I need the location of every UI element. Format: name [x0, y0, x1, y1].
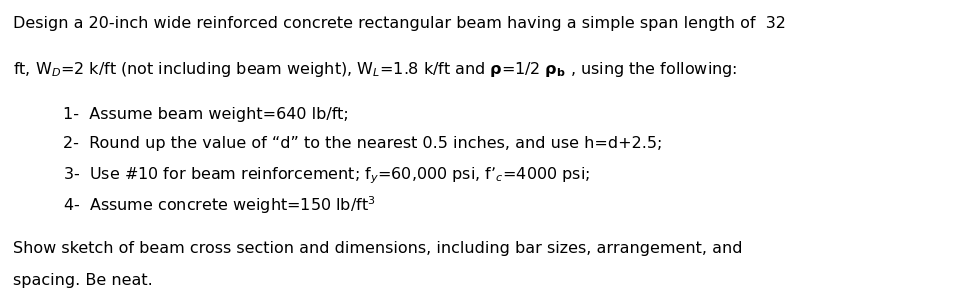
- Text: 1-  Assume beam weight=640 lb/ft;: 1- Assume beam weight=640 lb/ft;: [63, 107, 349, 121]
- Text: 4-  Assume concrete weight=150 lb/ft$^3$: 4- Assume concrete weight=150 lb/ft$^3$: [63, 194, 376, 216]
- Text: Show sketch of beam cross section and dimensions, including bar sizes, arrangeme: Show sketch of beam cross section and di…: [13, 241, 742, 256]
- Text: 2-  Round up the value of “d” to the nearest 0.5 inches, and use h=d+2.5;: 2- Round up the value of “d” to the near…: [63, 136, 662, 151]
- Text: ft, W$_D$=2 k/ft (not including beam weight), W$_L$=1.8 k/ft and $\mathbf{\rho}$: ft, W$_D$=2 k/ft (not including beam wei…: [13, 60, 737, 79]
- Text: Design a 20-inch wide reinforced concrete rectangular beam having a simple span : Design a 20-inch wide reinforced concret…: [13, 16, 786, 31]
- Text: 3-  Use #10 for beam reinforcement; f$_y$=60,000 psi, f’$_c$=4000 psi;: 3- Use #10 for beam reinforcement; f$_y$…: [63, 165, 590, 186]
- Text: spacing. Be neat.: spacing. Be neat.: [13, 273, 152, 288]
